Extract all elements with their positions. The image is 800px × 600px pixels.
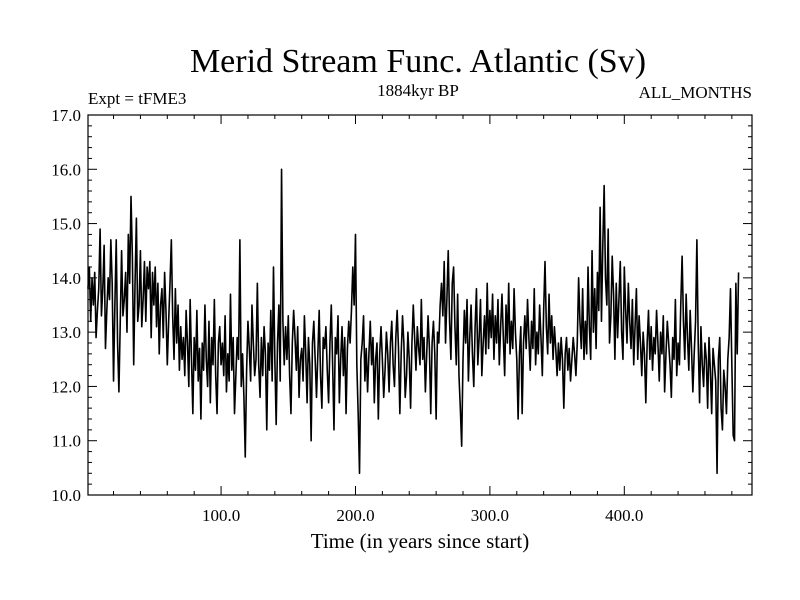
time-period-label: 1884kyr BP bbox=[377, 81, 459, 100]
y-tick-label: 14.0 bbox=[51, 269, 81, 288]
x-tick-label: 100.0 bbox=[202, 506, 240, 525]
y-axis: 10.0 11.0 12.0 13.0 14.0 15.0 16.0 17.0 bbox=[51, 106, 752, 505]
series-line bbox=[87, 168, 740, 475]
y-tick-label: 15.0 bbox=[51, 215, 81, 234]
x-tick-label: 300.0 bbox=[471, 506, 509, 525]
y-tick-label: 17.0 bbox=[51, 106, 81, 125]
x-tick-label: 200.0 bbox=[336, 506, 374, 525]
x-axis-label: Time (in years since start) bbox=[311, 529, 530, 553]
y-tick-label: 11.0 bbox=[52, 432, 81, 451]
x-axis: 100.0 200.0 300.0 400.0 bbox=[113, 115, 733, 525]
months-label: ALL_MONTHS bbox=[639, 83, 752, 102]
y-tick-label: 10.0 bbox=[51, 486, 81, 505]
y-tick-label: 16.0 bbox=[51, 160, 81, 179]
y-tick-label: 13.0 bbox=[51, 323, 81, 342]
y-tick-label: 12.0 bbox=[51, 377, 81, 396]
experiment-label: Expt = tFME3 bbox=[88, 89, 186, 108]
x-tick-label: 400.0 bbox=[605, 506, 643, 525]
chart-title: Merid Stream Func. Atlantic (Sv) bbox=[190, 43, 646, 80]
plot-frame bbox=[87, 114, 753, 496]
